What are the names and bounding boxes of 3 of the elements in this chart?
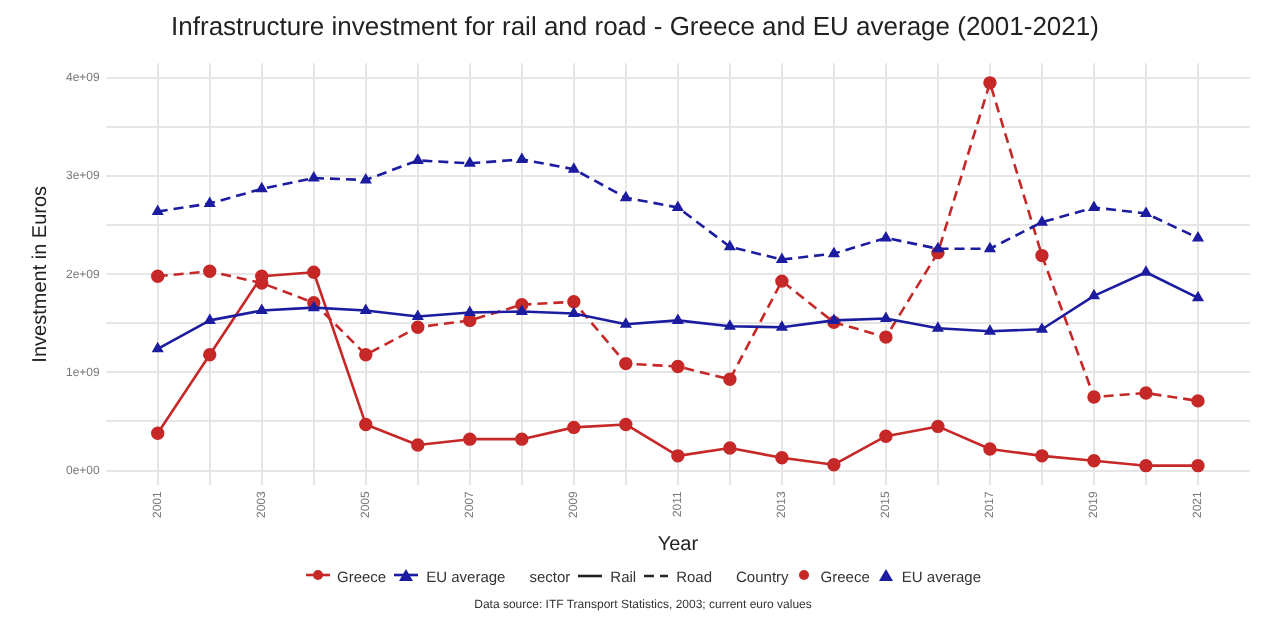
chart-title: Infrastructure investment for rail and road - Greece and EU average (2001-2021) xyxy=(171,10,1099,41)
x-axis-title: Year xyxy=(657,533,700,556)
y-axis-title: Investment in Euros xyxy=(29,185,52,363)
